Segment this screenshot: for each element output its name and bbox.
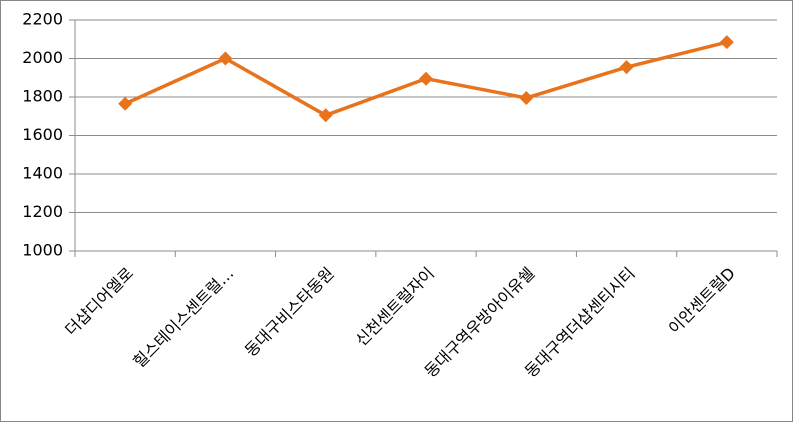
y-tick-label: 2200 [22,10,63,29]
marker [519,90,534,105]
marker [419,71,433,86]
y-tick-label: 1600 [22,125,63,144]
marker [318,108,333,123]
y-tick-label: 1000 [22,241,63,260]
y-tick-label: 1200 [22,202,63,221]
marker [619,60,634,75]
y-tick-label: 1400 [22,164,63,183]
marker [719,35,734,50]
y-tick-label: 1800 [22,87,63,106]
marker [118,96,133,111]
y-tick-label: 2000 [22,48,63,67]
marker [218,51,233,66]
